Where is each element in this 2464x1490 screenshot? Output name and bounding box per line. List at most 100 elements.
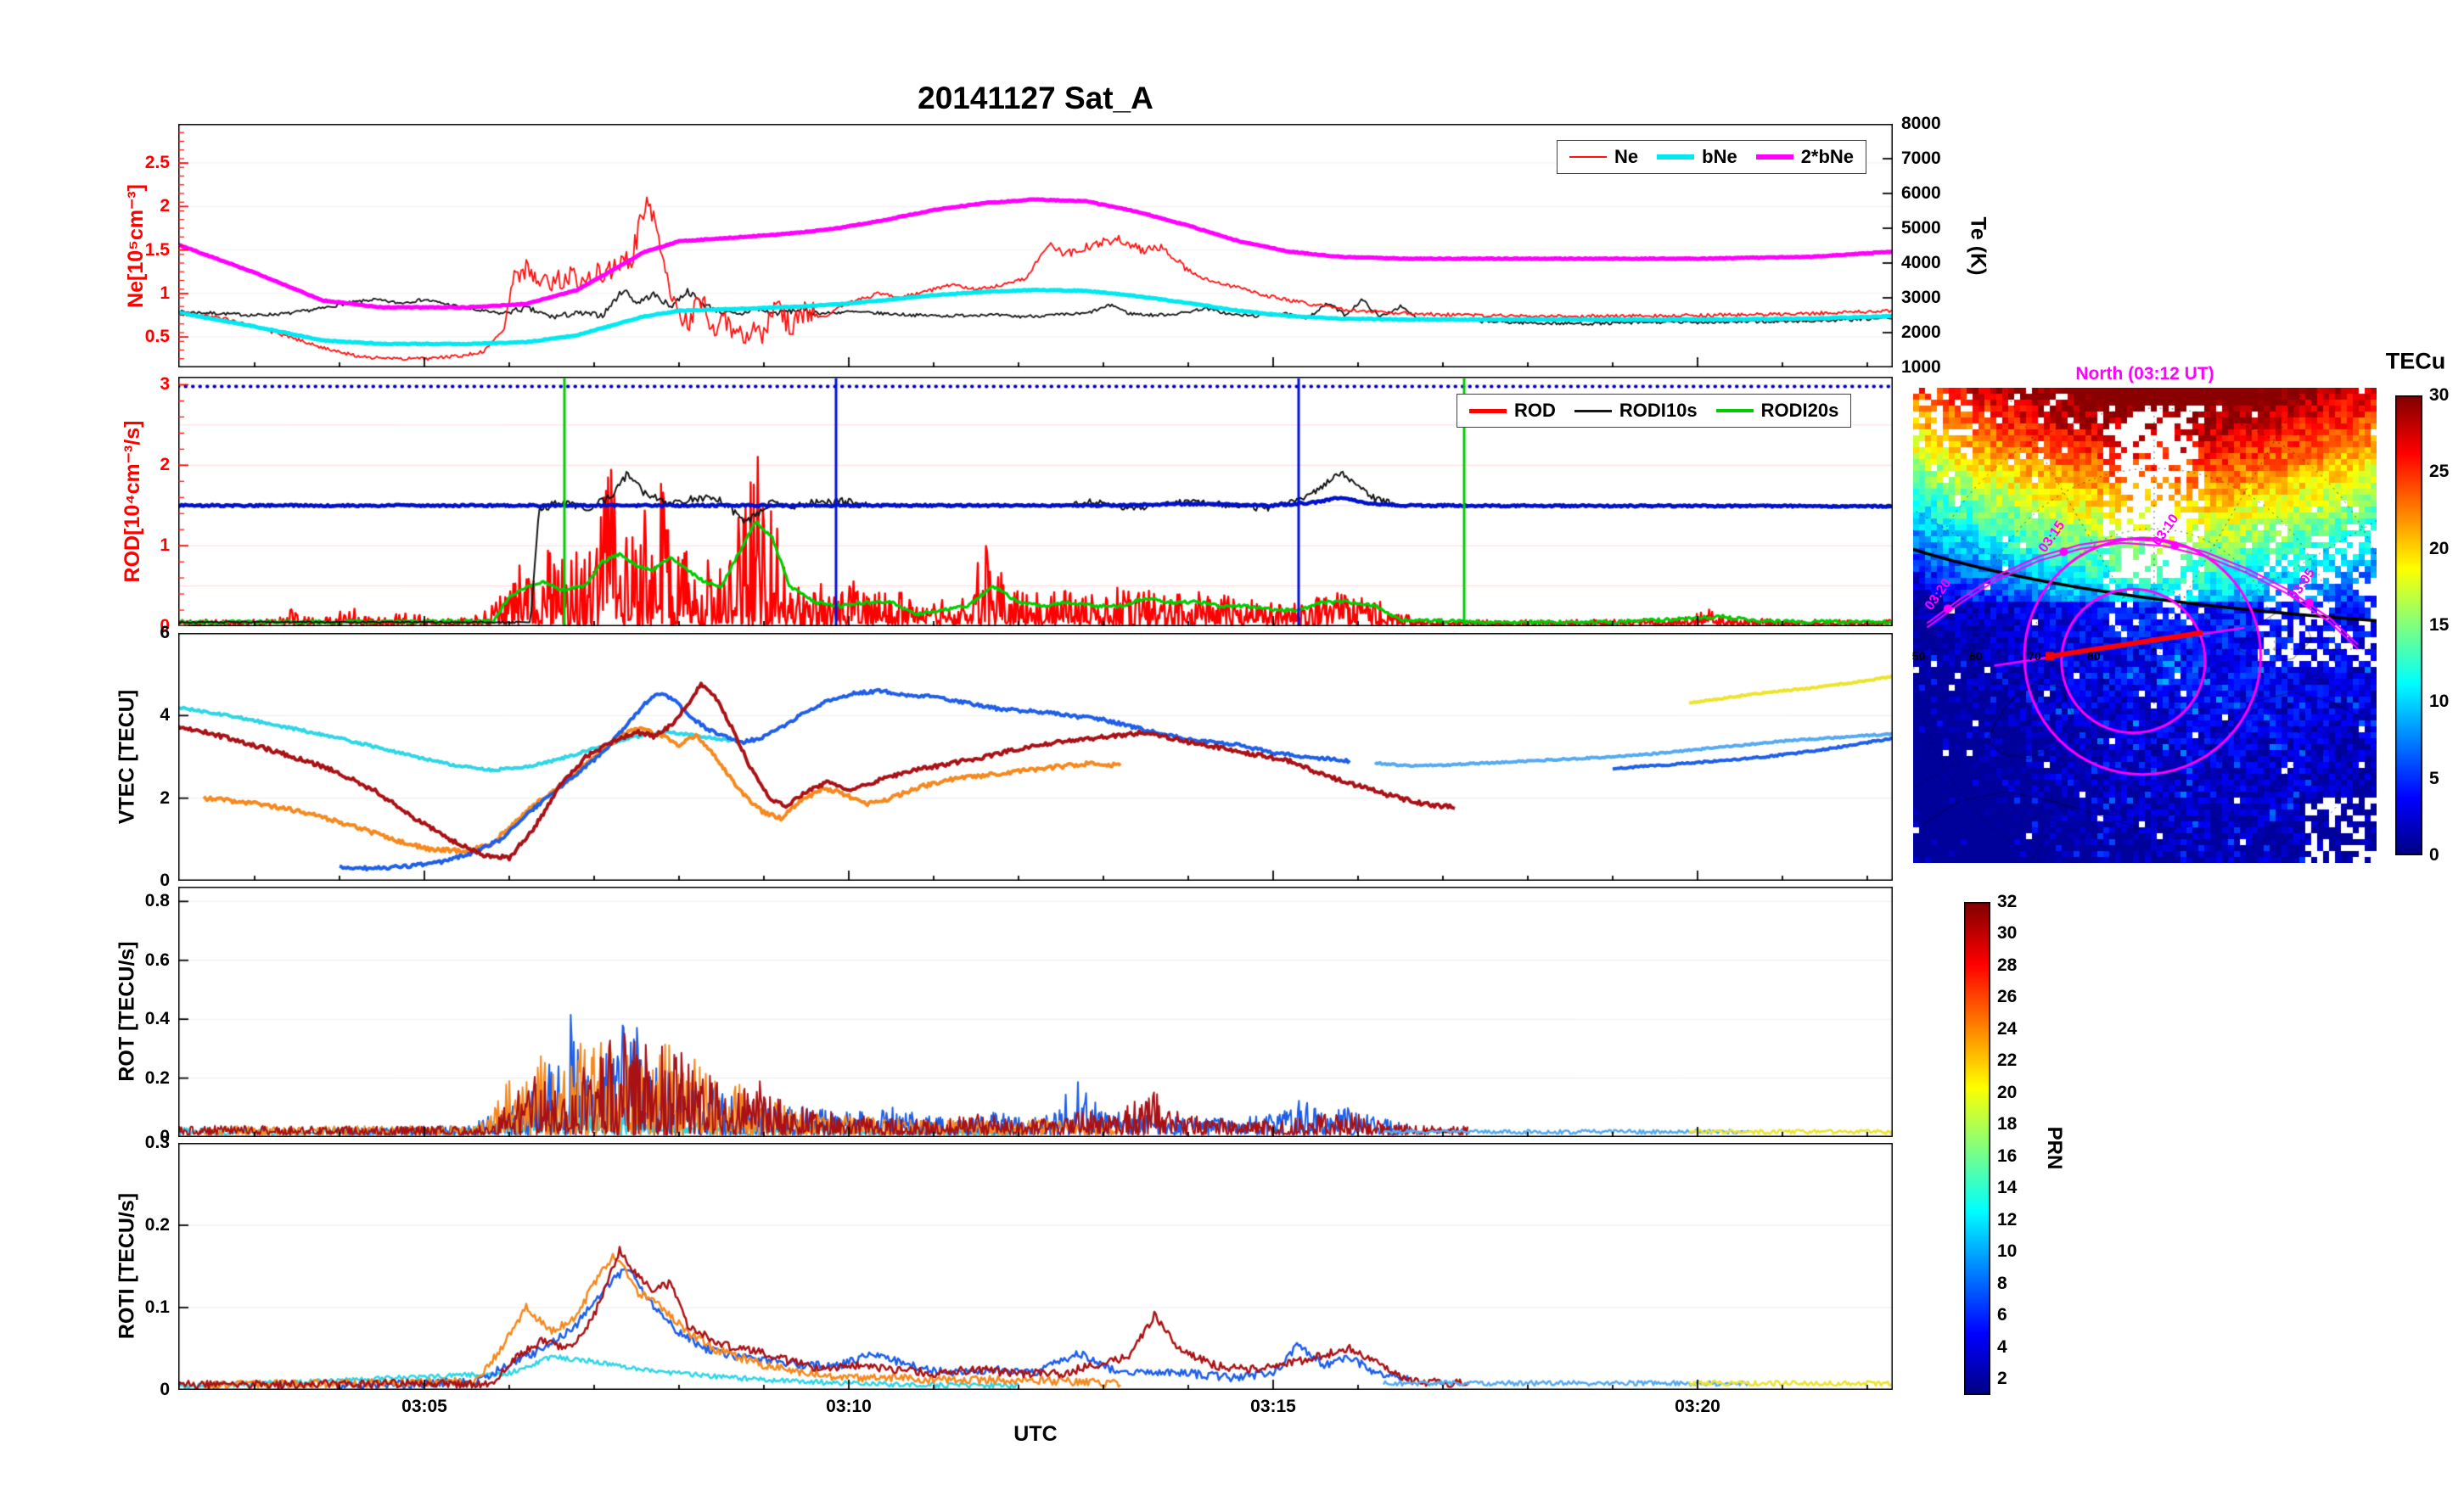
rod-axis-label: ROD[10⁴cm⁻³/s] xyxy=(121,420,144,583)
legend-label: bNe xyxy=(1702,146,1737,167)
prn-tick-18: 18 xyxy=(1997,1114,2018,1134)
ytick-rot: 0 xyxy=(160,1127,170,1146)
figure-title: 20141127 Sat_A xyxy=(918,81,1153,115)
ytick-rod: 2 xyxy=(160,455,170,475)
ytick-te: 3000 xyxy=(1901,288,1941,307)
prn-tick-6: 6 xyxy=(1997,1305,2007,1325)
prn-tick-8: 8 xyxy=(1997,1273,2007,1293)
rot-plot-canvas xyxy=(178,887,1893,1137)
ytick-vtec: 2 xyxy=(160,787,170,808)
ytick-roti: 0.2 xyxy=(144,1215,170,1235)
prn-tick-16: 16 xyxy=(1997,1146,2018,1166)
ytick-ne-te: 2.5 xyxy=(144,153,170,173)
roti-axis-label: ROTI [TECU/s] xyxy=(115,1192,139,1340)
ytick-rod: 3 xyxy=(160,374,170,395)
legend-line-sample xyxy=(1657,154,1695,160)
ne-panel-legend: Ne bNe 2*bNe xyxy=(1557,140,1867,174)
prn-colorbar-label: PRN xyxy=(2043,1126,2066,1170)
ytick-vtec: 6 xyxy=(160,623,170,642)
ytick-te: 7000 xyxy=(1901,148,1941,168)
legend-label: Ne xyxy=(1614,146,1639,167)
prn-tick-30: 30 xyxy=(1997,923,2018,944)
ytick-te: 4000 xyxy=(1901,253,1941,272)
prn-tick-10: 10 xyxy=(1997,1241,2018,1262)
xtick-03:10: 03:10 xyxy=(826,1397,872,1416)
legend-item-Ne: Ne xyxy=(1569,146,1638,168)
map-lat-label-50: 50 xyxy=(1911,649,1926,664)
ytick-te: 1000 xyxy=(1901,357,1941,377)
legend-line-sample xyxy=(1574,409,1612,412)
map-lat-label-60: 60 xyxy=(1968,649,1983,664)
legend-label: ROD xyxy=(1514,400,1556,421)
legend-item-bNe: bNe xyxy=(1657,146,1737,168)
ytick-ne-te: 2 xyxy=(160,196,170,216)
prn-tick-22: 22 xyxy=(1997,1050,2018,1071)
rod-panel-legend: ROD RODI10s RODI20s xyxy=(1457,394,1852,428)
vtec-plot-canvas xyxy=(178,633,1893,881)
legend-line-sample xyxy=(1569,156,1607,158)
tecu-tick-15: 15 xyxy=(2429,615,2450,635)
ytick-rod: 0 xyxy=(160,616,170,636)
legend-line-sample xyxy=(1469,408,1507,413)
tecu-tick-0: 0 xyxy=(2429,845,2439,865)
ytick-rot: 0.4 xyxy=(144,1009,170,1029)
tecu-colorbar xyxy=(2395,395,2422,855)
legend-line-sample xyxy=(1715,409,1754,412)
prn-tick-20: 20 xyxy=(1997,1082,2018,1102)
map-lat-label-80: 80 xyxy=(2087,649,2101,664)
tecu-tick-10: 10 xyxy=(2429,692,2450,712)
prn-tick-4: 4 xyxy=(1997,1336,2007,1357)
utc-axis-label: UTC xyxy=(1013,1422,1058,1446)
tecu-tick-25: 25 xyxy=(2429,462,2450,482)
tecu-tick-30: 30 xyxy=(2429,385,2450,405)
xtick-03:05: 03:05 xyxy=(401,1397,447,1416)
ytick-vtec: 0 xyxy=(160,871,170,890)
prn-tick-14: 14 xyxy=(1997,1178,2018,1198)
legend-label: RODI10s xyxy=(1619,400,1698,421)
ytick-te: 8000 xyxy=(1901,114,1941,133)
xtick-03:15: 03:15 xyxy=(1250,1397,1296,1416)
roti-plot-canvas xyxy=(178,1143,1893,1390)
ytick-te: 6000 xyxy=(1901,183,1941,203)
ytick-ne-te: 1.5 xyxy=(144,239,170,260)
polar-tec-map-canvas xyxy=(1913,388,2377,863)
ytick-te: 5000 xyxy=(1901,218,1941,238)
te-axis-label: Te (K) xyxy=(1966,216,1990,276)
legend-item-ROD: ROD xyxy=(1469,400,1556,422)
legend-item-RODI20s: RODI20s xyxy=(1715,400,1839,422)
rot-axis-label: ROT [TECU/s] xyxy=(115,941,139,1082)
xtick-03:20: 03:20 xyxy=(1675,1397,1720,1416)
tecu-colorbar-title: TECu xyxy=(2385,348,2446,374)
legend-item-2*bNe: 2*bNe xyxy=(1755,146,1855,168)
ytick-rot: 0.8 xyxy=(144,891,170,911)
ytick-ne-te: 1 xyxy=(160,283,170,303)
prn-tick-12: 12 xyxy=(1997,1209,2018,1230)
ytick-ne-te: 0.5 xyxy=(144,327,170,347)
legend-label: 2*bNe xyxy=(1800,146,1855,167)
vtec-axis-label: VTEC [TECU] xyxy=(115,689,139,825)
panel-roti xyxy=(178,1143,1893,1390)
panel-rot xyxy=(178,887,1893,1137)
prn-tick-32: 32 xyxy=(1997,892,2018,911)
ytick-roti: 0 xyxy=(160,1380,170,1399)
prn-tick-26: 26 xyxy=(1997,987,2018,1007)
tecu-tick-5: 5 xyxy=(2429,768,2439,788)
prn-tick-2: 2 xyxy=(1997,1369,2007,1389)
map-title: North (03:12 UT) xyxy=(2075,364,2214,384)
prn-tick-24: 24 xyxy=(1997,1018,2018,1039)
legend-line-sample xyxy=(1755,154,1793,160)
panel-vtec xyxy=(178,633,1893,881)
ytick-roti: 0.1 xyxy=(144,1297,170,1317)
prn-tick-28: 28 xyxy=(1997,955,2018,975)
ytick-rot: 0.2 xyxy=(144,1067,170,1088)
tecu-tick-20: 20 xyxy=(2429,538,2450,558)
legend-label: RODI20s xyxy=(1760,400,1839,421)
ytick-rod: 1 xyxy=(160,535,170,556)
ytick-vtec: 4 xyxy=(160,705,170,725)
map-lat-label-70: 70 xyxy=(2028,649,2041,664)
ytick-roti: 0.3 xyxy=(144,1133,170,1152)
prn-colorbar xyxy=(1964,902,1990,1395)
ytick-rot: 0.6 xyxy=(144,949,170,970)
ytick-te: 2000 xyxy=(1901,322,1941,342)
